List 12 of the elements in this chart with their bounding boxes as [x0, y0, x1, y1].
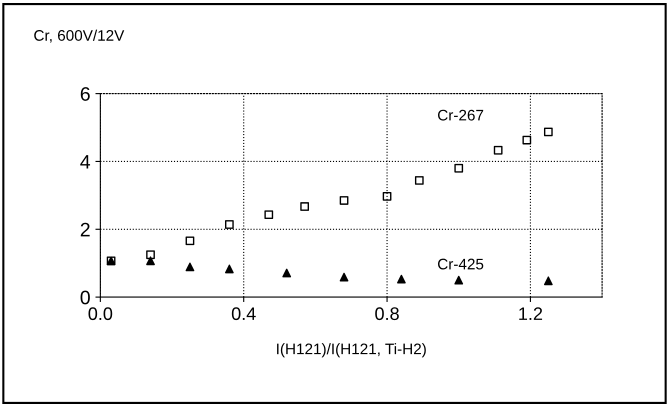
series-label: Cr-267	[438, 110, 484, 121]
x-tick-label: 0.0	[88, 307, 112, 320]
y-tick-label: 6	[80, 87, 90, 101]
y-tick-label: 2	[80, 222, 90, 236]
x-tick-label: 0.8	[375, 307, 399, 320]
x-tick-label: 1.2	[519, 307, 542, 320]
chart-title: Cr, 600V/12V	[34, 30, 124, 43]
x-tick-label: 0.4	[232, 307, 256, 320]
series-label: Cr-425	[438, 258, 484, 270]
y-tick-label: 4	[80, 155, 90, 168]
x-axis-title: I(H121)/I(H121, Ti-H2)	[277, 343, 426, 358]
y-tick-label: 0	[80, 290, 90, 304]
